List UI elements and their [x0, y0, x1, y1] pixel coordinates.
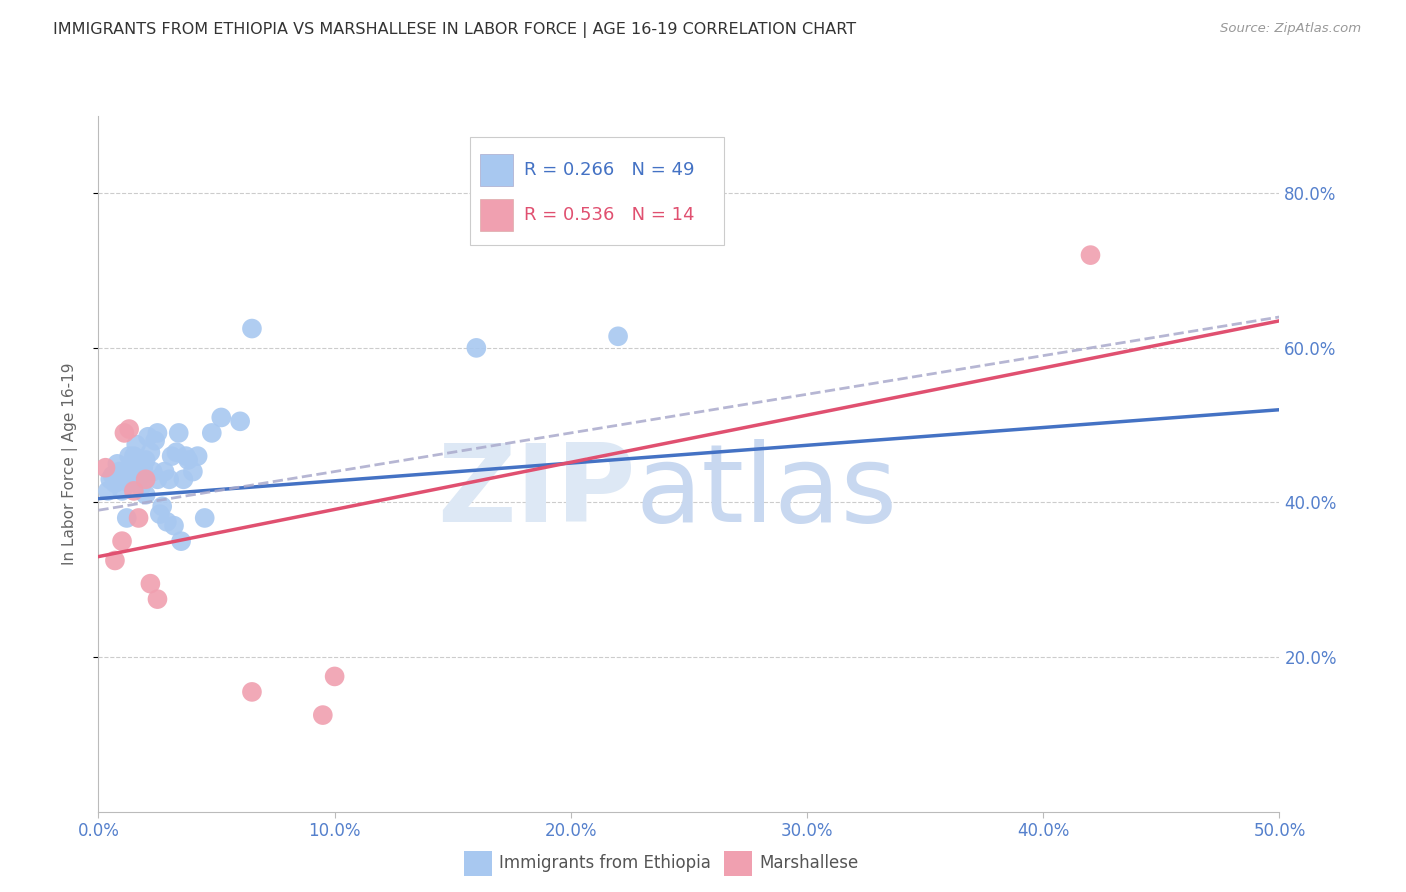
Point: [172, 472, 194, 486]
Point: [1080, 248, 1102, 262]
Point: [104, 553, 127, 567]
Text: Source: ZipAtlas.com: Source: ZipAtlas.com: [1220, 22, 1361, 36]
Point: [240, 321, 263, 335]
Point: [118, 476, 141, 491]
Point: [122, 483, 145, 498]
Point: [150, 500, 173, 514]
Point: [177, 453, 200, 467]
Point: [157, 472, 180, 486]
Point: [160, 449, 183, 463]
Point: [607, 329, 630, 343]
FancyBboxPatch shape: [479, 200, 513, 231]
Point: [146, 472, 169, 486]
Point: [118, 449, 141, 463]
Point: [323, 669, 346, 683]
Text: R = 0.266   N = 49: R = 0.266 N = 49: [523, 161, 695, 178]
Point: [153, 465, 176, 479]
Point: [187, 449, 209, 463]
Text: ZIP: ZIP: [437, 439, 636, 545]
Y-axis label: In Labor Force | Age 16-19: In Labor Force | Age 16-19: [62, 362, 77, 566]
Point: [194, 511, 217, 525]
Point: [312, 708, 335, 723]
Text: atlas: atlas: [636, 439, 898, 545]
Point: [105, 457, 128, 471]
Point: [142, 465, 165, 479]
Point: [135, 488, 157, 502]
Point: [108, 465, 131, 479]
Point: [115, 511, 138, 525]
Point: [209, 410, 232, 425]
Point: [98, 472, 121, 486]
Point: [101, 468, 124, 483]
Point: [112, 465, 135, 479]
Point: [165, 445, 187, 459]
Point: [125, 437, 148, 451]
Point: [135, 472, 157, 486]
Point: [149, 507, 172, 521]
Point: [139, 445, 162, 459]
Point: [240, 685, 263, 699]
Point: [139, 576, 162, 591]
Point: [112, 425, 135, 440]
Point: [111, 483, 134, 498]
Point: [132, 460, 155, 475]
Point: [146, 592, 169, 607]
Point: [122, 449, 145, 463]
Point: [97, 483, 120, 498]
Point: [163, 518, 186, 533]
Point: [146, 425, 169, 440]
Point: [229, 414, 252, 428]
Point: [94, 460, 117, 475]
Point: [174, 449, 197, 463]
Text: IMMIGRANTS FROM ETHIOPIA VS MARSHALLESE IN LABOR FORCE | AGE 16-19 CORRELATION C: IMMIGRANTS FROM ETHIOPIA VS MARSHALLESE …: [53, 22, 856, 38]
Point: [111, 472, 134, 486]
Point: [167, 425, 190, 440]
Point: [136, 430, 159, 444]
Point: [129, 480, 152, 494]
Point: [143, 434, 166, 448]
Point: [465, 341, 488, 355]
FancyBboxPatch shape: [471, 136, 724, 244]
Text: Marshallese: Marshallese: [759, 855, 859, 872]
Point: [111, 534, 134, 549]
Point: [128, 472, 150, 486]
Point: [170, 534, 193, 549]
Text: R = 0.536   N = 14: R = 0.536 N = 14: [523, 206, 695, 224]
Point: [122, 465, 145, 479]
Point: [104, 476, 127, 491]
Point: [201, 425, 224, 440]
Text: Immigrants from Ethiopia: Immigrants from Ethiopia: [499, 855, 711, 872]
FancyBboxPatch shape: [479, 154, 513, 186]
Point: [121, 460, 143, 475]
Point: [135, 453, 157, 467]
Point: [181, 465, 204, 479]
Point: [156, 515, 179, 529]
Point: [128, 511, 150, 525]
Point: [118, 422, 141, 436]
